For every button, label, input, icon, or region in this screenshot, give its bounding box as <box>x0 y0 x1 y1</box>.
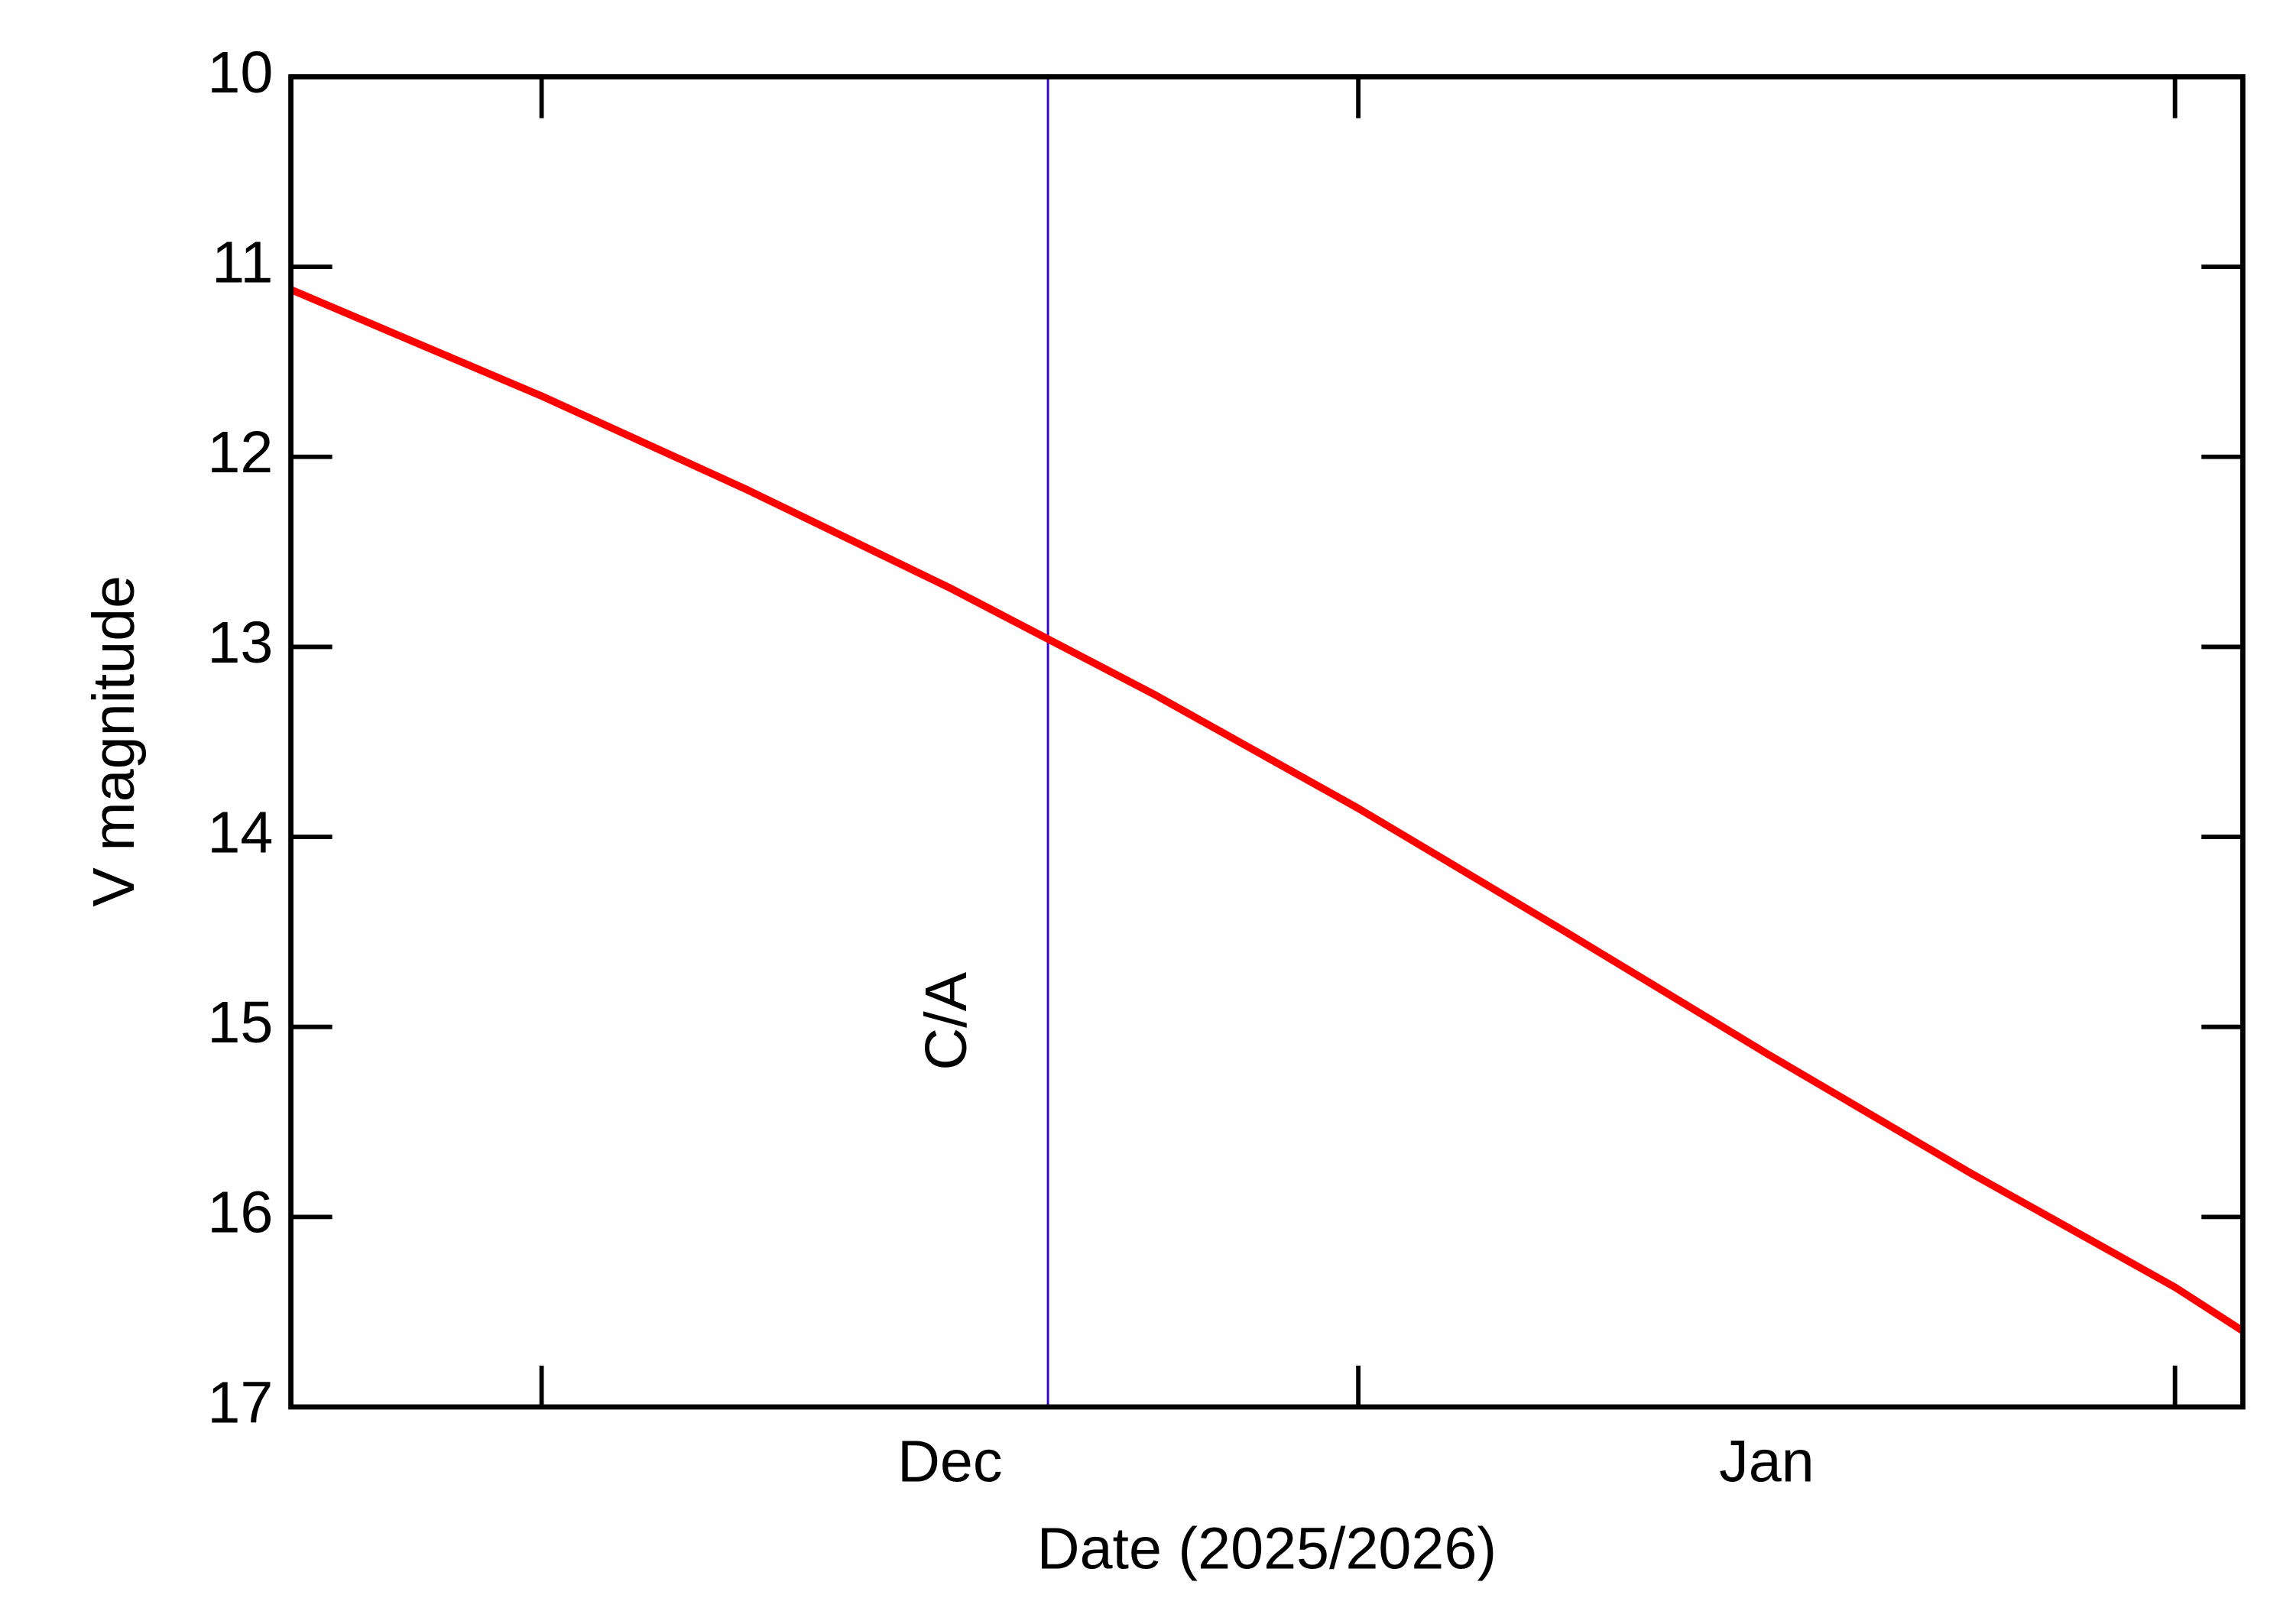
y-tick-label: 11 <box>212 230 273 296</box>
x-axis-title: Date (2025/2026) <box>1037 1516 1497 1582</box>
y-tick-label: 10 <box>207 40 273 105</box>
y-tick-label: 12 <box>207 420 273 485</box>
y-tick-label: 13 <box>207 610 273 676</box>
annotation-label: C/A <box>913 971 979 1070</box>
plot-frame <box>288 74 2246 1410</box>
y-tick-label: 17 <box>207 1370 273 1435</box>
y-tick-label: 15 <box>207 990 273 1055</box>
y-tick-label: 14 <box>207 799 273 865</box>
y-axis-title: V magnitude <box>81 575 147 907</box>
y-tick-label: 16 <box>207 1180 273 1246</box>
x-tick-label: Dec <box>897 1429 1002 1495</box>
data-line <box>289 286 2245 1334</box>
x-tick-label: Jan <box>1719 1429 1815 1495</box>
